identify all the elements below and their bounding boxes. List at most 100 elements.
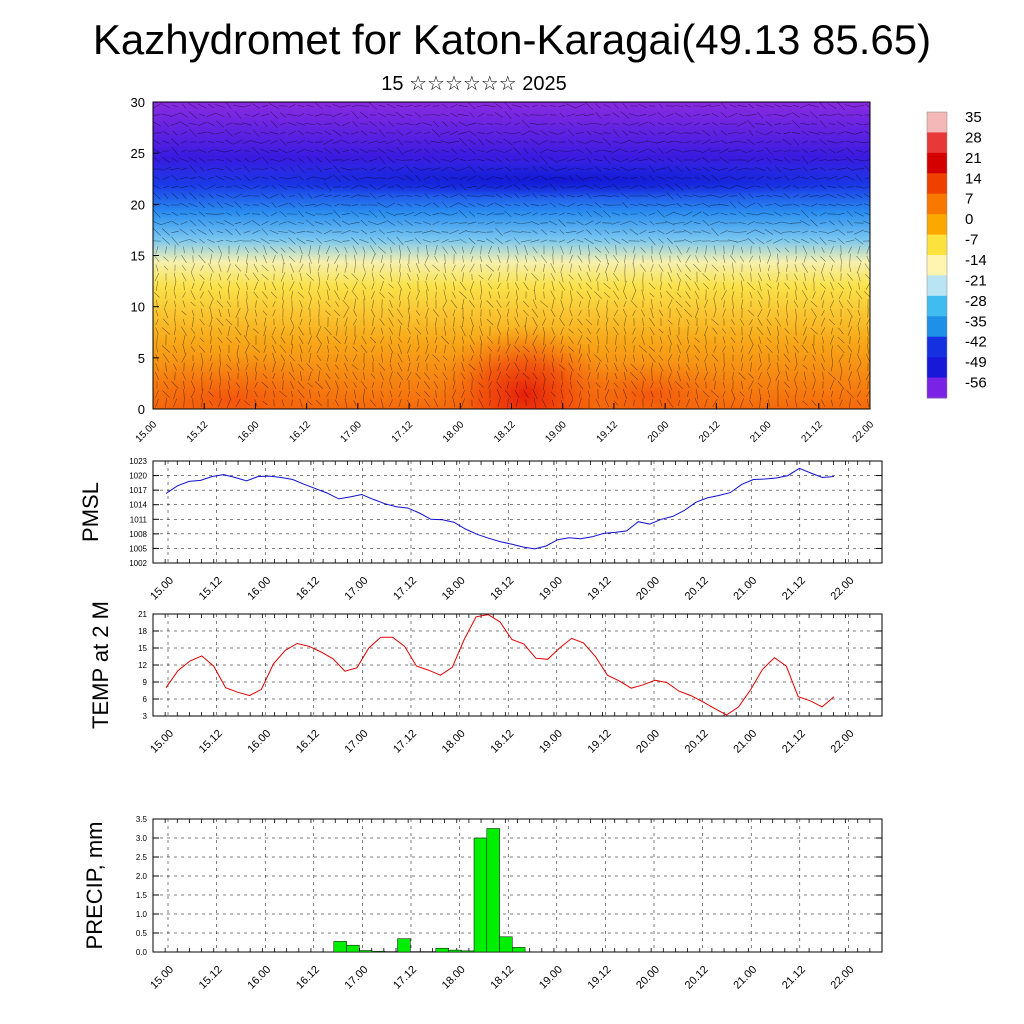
precip-bar xyxy=(448,949,462,953)
y-tick-label: 21 xyxy=(138,610,147,619)
y-tick-label: 0.0 xyxy=(136,948,148,957)
colorbar-segment xyxy=(927,295,947,317)
x-tick-label: 20.00 xyxy=(634,575,662,603)
y-tick-label: 15 xyxy=(138,644,147,653)
colorbar-segment xyxy=(927,336,947,358)
colorbar-label: 28 xyxy=(965,129,982,146)
cross-section-panel: 0 5 10 15 20 25 30 15.00 15.12 16.00 16.12 17.00 17.… xyxy=(131,95,877,445)
colorbar-segment xyxy=(927,377,947,399)
x-tick-label: 19.00 xyxy=(537,728,565,756)
x-tick-label: 18.00 xyxy=(441,419,467,445)
x-tick-label: 17.00 xyxy=(343,575,371,603)
x-tick-label: 18.12 xyxy=(488,728,516,756)
wind-barbs xyxy=(153,102,870,409)
precip-bar xyxy=(333,941,347,953)
minor-ticks xyxy=(152,614,883,716)
colorbar-segment xyxy=(927,152,947,174)
x-tick-label: 20.00 xyxy=(634,964,662,992)
y-axis-label: PMSL xyxy=(78,482,103,542)
x-tick-label: 18.12 xyxy=(488,964,516,992)
y-tick-label: 1002 xyxy=(129,559,147,568)
colorbar-segment xyxy=(927,214,947,236)
heatmap-field xyxy=(153,102,870,409)
y-axis-label: PRECIP, mm xyxy=(82,822,107,950)
colorbar-label: -21 xyxy=(965,272,987,289)
x-tick-label: 19.12 xyxy=(586,575,614,603)
x-tick-label: 21.12 xyxy=(799,419,825,445)
colorbar-label: -56 xyxy=(965,375,987,392)
y-tick-label: 18 xyxy=(138,627,147,636)
x-tick-label: 21.00 xyxy=(731,575,759,603)
y-tick-label: 1023 xyxy=(129,457,147,466)
colorbar-segment xyxy=(927,112,947,133)
colorbar-segment xyxy=(927,316,947,338)
colorbar-label: -7 xyxy=(965,232,978,249)
x-tick-label: 22.00 xyxy=(829,728,857,756)
pmsl-line xyxy=(165,467,835,550)
panel-frame xyxy=(152,460,883,564)
x-tick-label: 19.12 xyxy=(595,419,621,445)
x-tick-label: 20.12 xyxy=(683,575,711,603)
colorbar-label: -35 xyxy=(965,313,987,330)
y-tick-label: 1020 xyxy=(129,472,147,481)
warm-area-west xyxy=(153,355,350,409)
y-tick-label: 30 xyxy=(131,95,145,110)
y-tick-label: 3.0 xyxy=(136,834,148,843)
precip-bar xyxy=(435,947,449,953)
colorbar-segment xyxy=(927,275,947,297)
y-tick-label: 1011 xyxy=(130,515,148,524)
x-tick-label: 16.12 xyxy=(294,575,322,603)
y-tick-label: 1.0 xyxy=(136,910,148,919)
x-tick-label: 18.00 xyxy=(440,964,468,992)
y-tick-label: 3.5 xyxy=(136,815,148,824)
cold-core xyxy=(230,162,870,198)
temperature-line xyxy=(165,614,835,716)
colorbar-segment xyxy=(927,193,947,215)
y-tick-label: 0.5 xyxy=(136,929,148,938)
x-tick-label: 21.12 xyxy=(780,964,808,992)
x-tick-label: 18.00 xyxy=(440,728,468,756)
y-tick-label: 3 xyxy=(143,712,148,721)
y-tick-label: 2.0 xyxy=(136,872,148,881)
y-tick-label: 1014 xyxy=(129,501,147,510)
minor-ticks xyxy=(152,819,883,952)
precip-bar xyxy=(359,950,373,953)
colorbar-segment xyxy=(927,132,947,154)
x-tick-label: 16.12 xyxy=(294,964,322,992)
precipitation-panel: 3.5 3.0 2.5 2.0 1.5 1.0 0.5 0.015.00 15.12 16.00 1… xyxy=(82,815,883,992)
x-tick-label: 17.12 xyxy=(391,728,419,756)
x-tick-label: 17.00 xyxy=(343,964,371,992)
temperature-panel: 21 18 15 12 9 6 315.00 15.12 16.00 16.12 17.00 17.1… xyxy=(88,601,883,756)
x-tick-label: 21.12 xyxy=(780,575,808,603)
chart-subtitle: 15 ☆☆☆☆☆☆ 2025 xyxy=(381,73,567,95)
y-tick-label: 6 xyxy=(143,695,148,704)
x-tick-label: 17.00 xyxy=(343,728,371,756)
x-tick-label: 15.00 xyxy=(148,575,176,603)
colorbar-label: -14 xyxy=(965,252,987,269)
colorbar: 35 28 21 14 7 0 -7 -14 -21 -28 -35 -42 -49 -56 xyxy=(926,109,987,399)
x-tick-label: 20.00 xyxy=(646,419,672,445)
y-tick-label: 12 xyxy=(138,661,147,670)
precip-bar xyxy=(512,947,526,953)
x-tick-label: 20.12 xyxy=(683,964,711,992)
x-tick-label: 21.00 xyxy=(731,728,759,756)
y-tick-label: 10 xyxy=(131,300,145,315)
precip-bar xyxy=(371,950,386,953)
x-tick-label: 19.12 xyxy=(586,964,614,992)
x-tick-label: 21.00 xyxy=(748,419,774,445)
x-tick-label: 15.12 xyxy=(185,419,211,445)
y-tick-label: 5 xyxy=(138,351,145,366)
x-tick-label: 18.00 xyxy=(440,575,468,603)
warm-area-east xyxy=(560,360,740,409)
x-tick-label: 15.00 xyxy=(134,419,160,445)
y-tick-label: 1005 xyxy=(129,544,147,553)
x-tick-label: 20.00 xyxy=(634,728,662,756)
x-tick-label: 15.12 xyxy=(197,728,225,756)
x-tick-label: 16.12 xyxy=(287,419,313,445)
colorbar-label: 35 xyxy=(965,109,982,126)
y-tick-label: 1.5 xyxy=(136,891,148,900)
x-tick-label: 21.00 xyxy=(731,964,759,992)
x-tick-label: 17.12 xyxy=(390,419,416,445)
x-tick-label: 17.12 xyxy=(391,575,419,603)
